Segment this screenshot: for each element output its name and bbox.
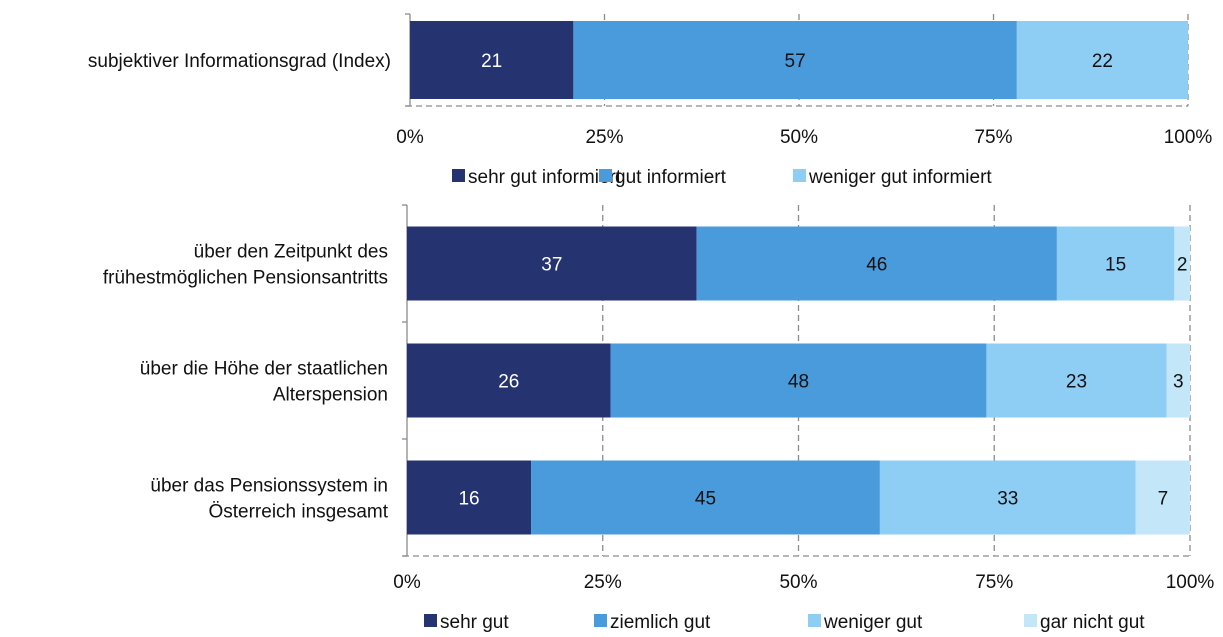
category-label: Österreich insgesamt [208,502,388,523]
bar-segment [1174,226,1190,301]
bar-segment [610,343,987,418]
data-label: 26 [498,372,519,393]
category-label: über die Höhe der staatlichen [140,359,388,380]
bar-segment [986,343,1167,418]
category-label: über das Pensionssystem in [150,476,388,497]
bar-segment [1056,226,1175,301]
data-label: 2 [1177,255,1188,276]
legend-label: weniger gut informiert [808,167,992,188]
legend-swatch [424,614,437,627]
x-tick-label: 75% [974,127,1012,148]
bar-segment [1166,343,1190,418]
data-label: 46 [866,255,887,276]
data-label: 23 [1066,372,1087,393]
data-label: 57 [785,51,806,72]
data-label: 22 [1092,51,1113,72]
x-tick-label: 100% [1166,572,1215,593]
data-label: 7 [1158,489,1169,510]
data-label: 15 [1105,255,1126,276]
data-label: 37 [541,255,562,276]
bar-segment [407,343,611,418]
bar-segment [696,226,1057,301]
x-tick-label: 75% [975,572,1013,593]
x-tick-label: 50% [779,572,817,593]
category-label: subjektiver Informationsgrad (Index) [88,51,391,72]
bar-segment [573,21,1017,99]
bar-segment [407,460,532,535]
data-label: 16 [458,489,479,510]
legend-label: gut informiert [615,167,727,188]
x-tick-label: 100% [1164,127,1213,148]
x-tick-label: 0% [396,127,424,148]
x-tick-label: 50% [780,127,818,148]
bar-segment [1016,21,1188,99]
legend-label: sehr gut [440,612,509,633]
legend-label: gar nicht gut [1040,612,1145,633]
legend-swatch [1024,614,1037,627]
data-label: 33 [997,489,1018,510]
data-label: 48 [788,372,809,393]
category-label: Alterspension [273,385,388,406]
category-label: frühestmöglichen Pensionsantritts [103,268,388,289]
bar-segment [410,21,574,99]
bar-segment [407,226,697,301]
legend-swatch [452,169,465,182]
legend-label: ziemlich gut [610,612,711,633]
legend-swatch [594,614,607,627]
x-tick-label: 25% [585,127,623,148]
data-label: 45 [695,489,716,510]
x-tick-label: 0% [393,572,421,593]
legend-swatch [599,169,612,182]
legend-label: sehr gut informiert [468,167,622,188]
category-label: über den Zeitpunkt des [194,242,388,263]
legend-label: weniger gut [823,612,923,633]
legend-swatch [808,614,821,627]
bar-segment [531,460,880,535]
data-label: 3 [1173,372,1184,393]
data-label: 21 [481,51,502,72]
bar-segment [1135,460,1190,535]
x-tick-label: 25% [584,572,622,593]
bar-segment [879,460,1136,535]
legend-swatch [793,169,806,182]
